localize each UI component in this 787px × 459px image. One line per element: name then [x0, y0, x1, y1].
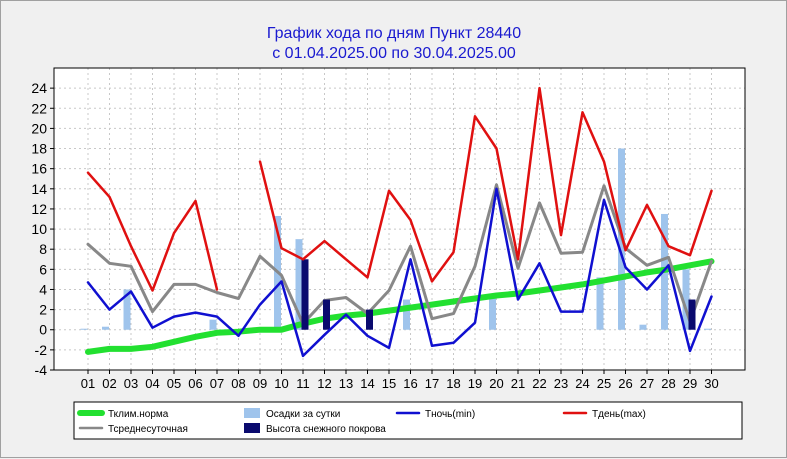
legend-label: Высота снежного покрова [266, 424, 386, 435]
y-tick-label: 22 [31, 100, 47, 116]
x-tick-label: 15 [382, 376, 396, 391]
x-tick-label: 25 [597, 376, 611, 391]
x-tick-label: 08 [231, 376, 245, 391]
x-tick-label: 29 [683, 376, 697, 391]
y-tick-label: 18 [31, 141, 47, 157]
y-tick-label: -2 [35, 342, 48, 358]
precipitation-bar [102, 326, 109, 330]
legend-swatch [244, 408, 260, 418]
precipitation-bar [596, 277, 604, 330]
precipitation-bar [209, 319, 217, 330]
climate-norm-line [85, 258, 715, 355]
daily-mean-line [86, 183, 713, 326]
y-tick-label: 14 [31, 181, 47, 197]
x-tick-label: 07 [210, 376, 224, 391]
x-tick-label: 24 [575, 376, 589, 391]
y-tick-label: 24 [31, 80, 47, 96]
chart-title: График хода по дням Пункт 28440 [267, 25, 521, 42]
x-tick-label: 12 [317, 376, 331, 391]
legend-swatch [244, 423, 260, 433]
x-tick-label: 27 [640, 376, 654, 391]
legend-label: Тночь(min) [425, 409, 475, 420]
x-tick-label: 28 [661, 376, 675, 391]
day-max-line [86, 86, 713, 292]
x-tick-label: 09 [253, 376, 267, 391]
x-tick-label: 06 [188, 376, 202, 391]
y-tick-label: 20 [31, 120, 47, 136]
x-tick-label: 26 [618, 376, 632, 391]
x-tick-label: 22 [532, 376, 546, 391]
legend-label: Осадки за сутки [266, 409, 340, 420]
snow-depth-bar [688, 299, 696, 330]
x-tick-label: 13 [339, 376, 353, 391]
x-tick-label: 17 [425, 376, 439, 391]
y-tick-label: 2 [39, 302, 47, 318]
legend: Тклим.норма Осадки за сутки Тночь(min) Тден… [73, 401, 743, 440]
x-tick-label: 18 [446, 376, 460, 391]
x-tick-label: 11 [296, 376, 310, 391]
x-tick-label: 01 [81, 376, 95, 391]
y-tick-label: 0 [39, 322, 47, 338]
precipitation-bar [80, 328, 88, 330]
y-tick-label: 10 [31, 221, 47, 237]
y-tick-label: -4 [35, 362, 48, 378]
plot-border [53, 67, 746, 371]
x-tick-label: 21 [511, 376, 525, 391]
precipitation-bar [403, 299, 410, 330]
snow-depth-bar [301, 259, 309, 330]
x-tick-label: 03 [124, 376, 138, 391]
x-tick-label: 05 [167, 376, 181, 391]
night-min-line [86, 187, 713, 358]
legend-box [73, 401, 743, 440]
y-tick-label: 12 [31, 201, 47, 217]
legend-label: Тдень(max) [592, 409, 646, 420]
precipitation-bar [682, 269, 690, 330]
y-tick-label: 4 [39, 281, 47, 297]
x-tick-label: 19 [468, 376, 482, 391]
x-tick-label: 30 [704, 376, 718, 391]
x-tick-label: 04 [145, 376, 159, 391]
legend-label: Тсреднесуточная [108, 424, 188, 435]
precipitation-bar [704, 328, 711, 330]
x-tick-label: 10 [274, 376, 288, 391]
y-tick-label: 8 [39, 241, 47, 257]
legend-label: Тклим.норма [108, 409, 169, 420]
x-tick-label: 23 [554, 376, 568, 391]
x-tick-label: 02 [102, 376, 116, 391]
y-tick-label: 6 [39, 261, 47, 277]
x-tick-label: 14 [360, 376, 374, 391]
x-tick-label: 16 [403, 376, 417, 391]
precipitation-bar [123, 289, 131, 330]
chart-subtitle: с 01.04.2025.00 по 30.04.2025.00 [272, 45, 516, 62]
precipitation-bar [295, 239, 303, 330]
x-tick-label: 20 [489, 376, 503, 391]
snow-depth-bar [323, 299, 330, 330]
precipitation-bar [489, 297, 496, 330]
y-tick-label: 16 [31, 161, 47, 177]
snow-depth-bar [366, 309, 373, 330]
precipitation-bar [639, 324, 647, 330]
